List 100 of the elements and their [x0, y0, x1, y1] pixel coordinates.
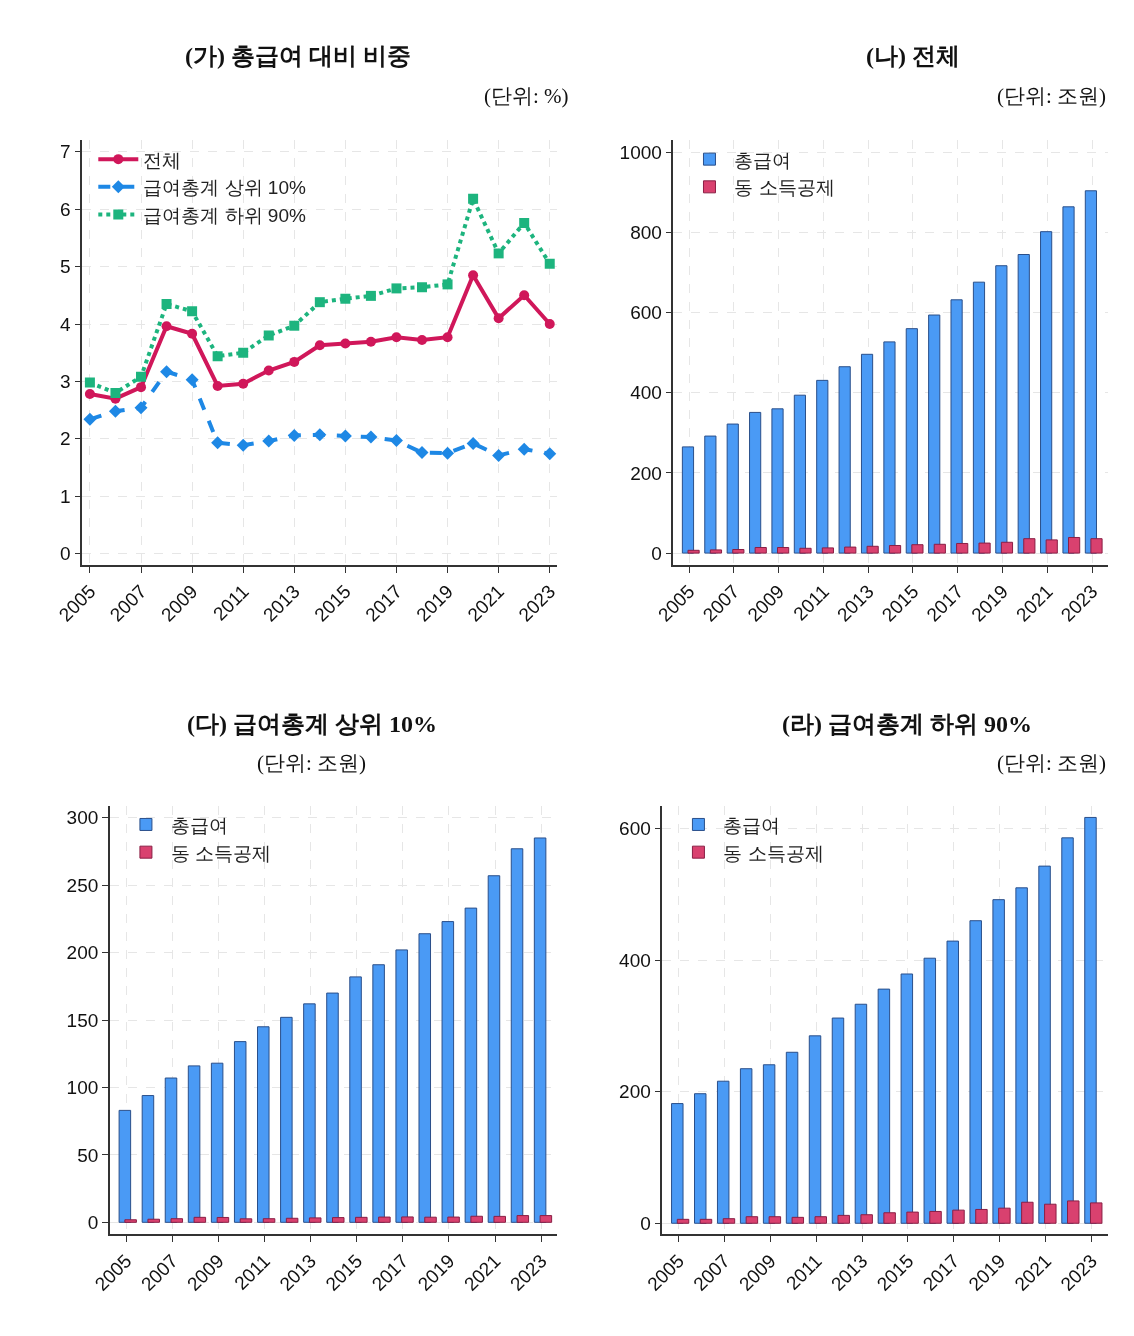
point: [544, 258, 555, 269]
bar: [395, 949, 408, 1223]
y-tick-label: 0: [640, 1212, 651, 1234]
point: [238, 347, 249, 358]
bar: [906, 1211, 919, 1224]
bar: [262, 1218, 276, 1223]
y-tick-label: 250: [66, 874, 99, 896]
point: [517, 442, 531, 456]
chart-title: (다) 급여총계 상위 10%: [187, 711, 437, 737]
bar: [308, 1217, 322, 1223]
point: [236, 438, 250, 452]
bar: [732, 549, 745, 554]
bar: [331, 1217, 345, 1223]
point: [238, 378, 249, 389]
bar: [816, 379, 829, 554]
point: [338, 429, 352, 443]
point: [262, 434, 276, 448]
bar: [280, 1016, 293, 1223]
bar: [441, 921, 455, 1223]
point: [314, 340, 325, 351]
bar: [1021, 1201, 1034, 1224]
point: [468, 193, 479, 204]
y-tick-label: 800: [630, 222, 662, 244]
point: [543, 447, 557, 461]
bar: [883, 1212, 896, 1224]
point: [340, 293, 351, 304]
point: [313, 428, 327, 442]
bar: [533, 837, 547, 1223]
y-tick-label: 0: [60, 543, 71, 565]
point: [519, 217, 530, 228]
bar: [487, 875, 501, 1223]
bar: [972, 281, 986, 554]
bar: [754, 546, 767, 554]
bar: [216, 1216, 230, 1223]
bar: [844, 546, 857, 554]
y-tick-label: 200: [619, 1081, 651, 1103]
bar: [831, 1017, 845, 1224]
point: [389, 434, 403, 448]
bar: [326, 992, 339, 1223]
point: [187, 328, 198, 339]
y-tick-label: 600: [630, 302, 662, 324]
point: [263, 330, 274, 341]
bar: [349, 976, 362, 1223]
bar: [860, 1214, 873, 1224]
bar: [187, 1065, 201, 1223]
bar: [303, 1003, 316, 1223]
y-tick-label: 400: [630, 382, 662, 404]
bar: [952, 1209, 965, 1224]
y-tick-label: 0: [651, 542, 662, 564]
bar: [923, 957, 937, 1224]
bar: [998, 1207, 1011, 1224]
bar: [888, 544, 902, 554]
point: [110, 387, 121, 398]
bar: [257, 1026, 270, 1223]
bar: [147, 1218, 160, 1223]
point: [441, 446, 455, 460]
bar: [164, 1077, 178, 1223]
bar: [1017, 254, 1030, 554]
point: [493, 313, 504, 324]
point: [289, 356, 300, 367]
bar: [905, 328, 918, 554]
point: [391, 283, 402, 294]
bar: [687, 549, 700, 554]
point: [84, 377, 95, 388]
point: [493, 248, 504, 259]
y-tick-label: 1: [60, 485, 71, 507]
bar: [808, 1035, 822, 1224]
legend-label: 동 소득공제: [734, 177, 835, 199]
bar: [799, 547, 812, 554]
bar: [1067, 1200, 1080, 1224]
bar: [493, 1215, 506, 1223]
legend-label: 총급여: [734, 149, 792, 171]
bar: [239, 1218, 253, 1223]
bar: [1045, 539, 1058, 554]
point: [161, 298, 172, 309]
legend-label: 총급여: [723, 814, 781, 836]
bar: [950, 299, 963, 554]
y-tick-label: 300: [66, 807, 99, 829]
bar: [956, 542, 969, 554]
point: [365, 336, 376, 347]
bar: [928, 314, 941, 554]
y-tick-label: 7: [60, 141, 71, 163]
chart-title: (라) 급여총계 하위 90%: [782, 711, 1032, 737]
bar: [1000, 541, 1014, 554]
bar: [768, 1216, 782, 1224]
point: [187, 306, 198, 317]
point: [212, 381, 223, 391]
point: [468, 270, 479, 281]
bar: [1084, 190, 1097, 554]
bar: [722, 1218, 736, 1224]
bar: [762, 1064, 776, 1224]
bar: [118, 1109, 132, 1223]
bar: [694, 1093, 707, 1224]
bar: [709, 549, 723, 554]
y-tick-label: 4: [60, 313, 72, 335]
bar: [838, 366, 851, 554]
bar: [210, 1062, 224, 1223]
legend-label: 급여총계 상위 10%: [143, 177, 306, 199]
point: [365, 290, 376, 301]
bar: [877, 988, 891, 1224]
